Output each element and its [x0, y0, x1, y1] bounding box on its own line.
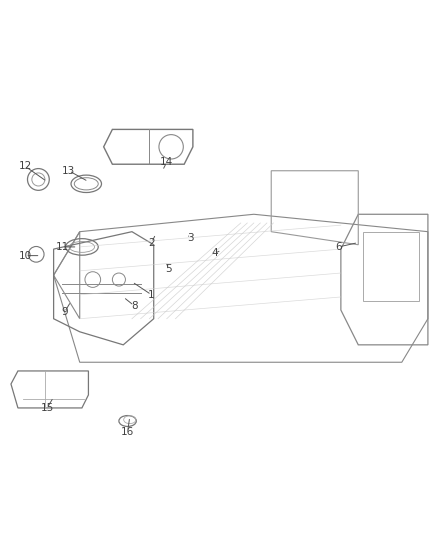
Text: 6: 6 — [336, 242, 342, 252]
Text: 8: 8 — [131, 301, 138, 311]
Text: 16: 16 — [121, 427, 134, 437]
Text: 10: 10 — [19, 251, 32, 261]
Text: 5: 5 — [166, 264, 172, 273]
Text: 4: 4 — [212, 248, 218, 259]
Text: 3: 3 — [187, 233, 194, 243]
Text: 13: 13 — [62, 166, 75, 176]
Text: 12: 12 — [19, 161, 32, 172]
Text: 11: 11 — [56, 242, 69, 252]
Text: 15: 15 — [40, 403, 54, 413]
Text: 1: 1 — [148, 290, 155, 300]
Text: 14: 14 — [160, 157, 173, 167]
Text: 2: 2 — [148, 238, 155, 247]
Text: 9: 9 — [61, 307, 68, 317]
